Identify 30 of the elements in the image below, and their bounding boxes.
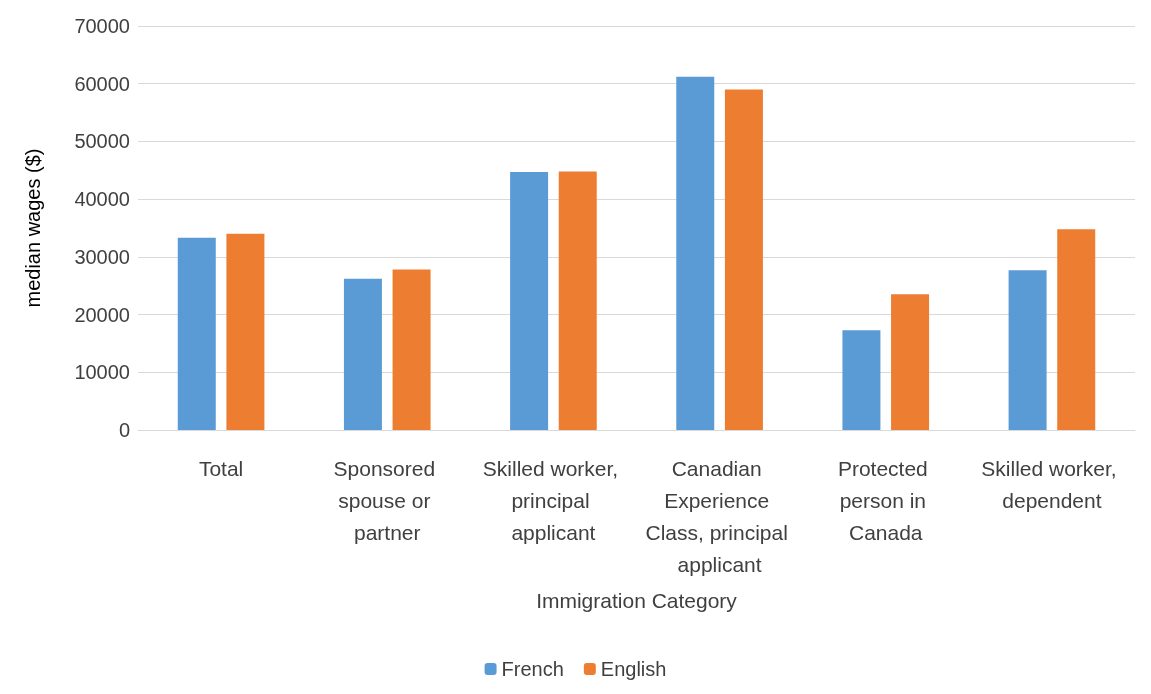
bar <box>226 233 265 430</box>
y-tick-label: 40000 <box>74 188 130 211</box>
bar <box>842 330 881 430</box>
bar <box>1008 270 1047 430</box>
x-tick-label: Sponsored spouse or partner <box>333 456 441 544</box>
y-tick-label: 50000 <box>74 130 130 153</box>
y-tick-label: 10000 <box>74 361 130 384</box>
y-tick-label: 60000 <box>74 72 130 95</box>
x-tick-label: Skilled worker, dependent <box>981 456 1123 512</box>
legend-label: English <box>600 658 667 680</box>
x-tick-label: Skilled worker, principal applicant <box>482 456 625 544</box>
x-tick-label: Total <box>198 456 244 480</box>
bar <box>343 278 382 430</box>
bar <box>558 171 597 430</box>
bar <box>1057 229 1096 430</box>
y-tick-label: 70000 <box>74 15 130 37</box>
y-tick-label: 30000 <box>74 245 130 268</box>
legend-label: French <box>501 658 564 680</box>
x-tick-label: Protected person in Canada <box>837 456 934 544</box>
y-axis-title: median wages ($) <box>22 148 44 308</box>
y-tick-label: 0 <box>118 419 130 441</box>
bar <box>177 237 216 430</box>
bar <box>724 89 763 430</box>
bar <box>676 76 715 430</box>
x-tick-label: Canadian Experience Class, principal applicant <box>645 456 794 576</box>
bar <box>392 269 431 430</box>
y-tick-label: 20000 <box>74 303 130 326</box>
x-axis-title: Immigration Category <box>536 589 738 612</box>
bar <box>510 172 549 430</box>
bar <box>891 294 930 430</box>
